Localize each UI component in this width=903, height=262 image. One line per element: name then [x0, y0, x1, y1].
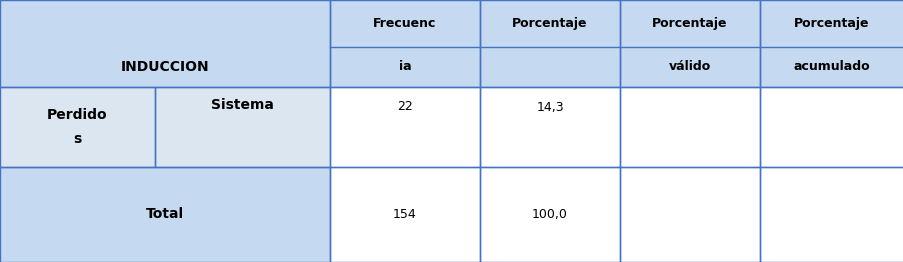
Bar [759, 87, 903, 167]
Text: Porcentaje: Porcentaje [794, 17, 869, 30]
Bar [479, 167, 619, 262]
Text: válido: válido [668, 61, 711, 74]
Bar [479, 0, 619, 87]
Text: Total: Total [145, 208, 184, 221]
Text: 22: 22 [396, 101, 413, 113]
Bar [0, 87, 154, 167]
Bar [619, 87, 759, 167]
Bar [619, 87, 759, 167]
Bar [619, 0, 759, 87]
Bar [479, 0, 619, 87]
Bar [759, 0, 903, 87]
Bar [330, 0, 479, 87]
Text: ia: ia [398, 61, 411, 74]
Bar [759, 87, 903, 167]
Bar [479, 87, 619, 167]
Bar [330, 167, 479, 262]
Bar [330, 87, 479, 167]
Text: INDUCCION: INDUCCION [121, 60, 209, 74]
Bar [0, 167, 330, 262]
Text: acumulado: acumulado [793, 61, 870, 74]
Text: Porcentaje: Porcentaje [652, 17, 727, 30]
Bar [479, 167, 619, 262]
Text: 154: 154 [393, 208, 416, 221]
Bar [759, 0, 903, 87]
Bar [154, 87, 330, 167]
Bar [0, 87, 154, 167]
Bar [759, 167, 903, 262]
Bar [619, 167, 759, 262]
Text: Sistema: Sistema [210, 98, 274, 112]
Bar [479, 87, 619, 167]
Bar [154, 87, 330, 167]
Text: Perdido: Perdido [47, 108, 107, 122]
Text: Porcentaje: Porcentaje [512, 17, 587, 30]
Bar [619, 167, 759, 262]
Bar [619, 0, 759, 87]
Bar [759, 167, 903, 262]
Bar [330, 167, 479, 262]
Text: Frecuenc: Frecuenc [373, 17, 436, 30]
Bar [330, 0, 479, 87]
Bar [330, 87, 479, 167]
Bar [0, 0, 330, 87]
Text: 100,0: 100,0 [532, 208, 567, 221]
Bar [0, 167, 330, 262]
Text: s: s [73, 132, 81, 146]
Bar [0, 0, 330, 87]
Text: 14,3: 14,3 [535, 101, 563, 113]
